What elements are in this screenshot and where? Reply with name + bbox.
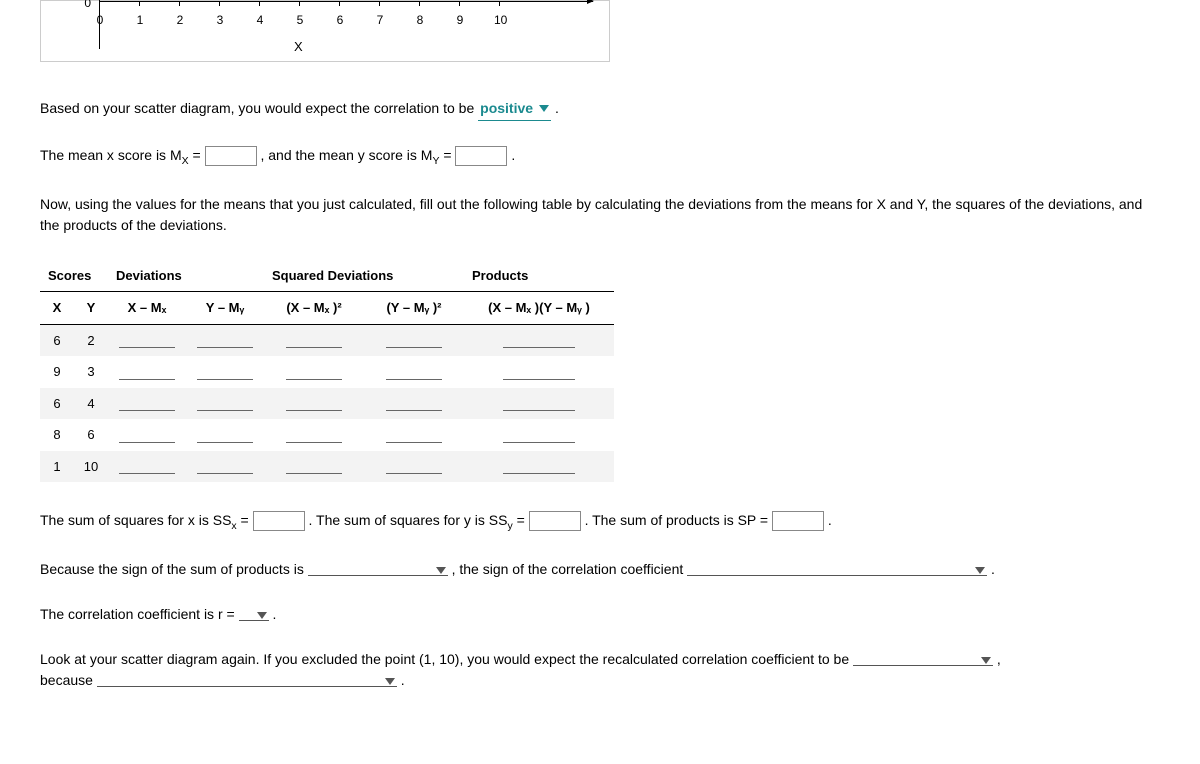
col-xmx2: (X – Mₓ )² — [264, 292, 364, 325]
cell-y: 4 — [74, 388, 108, 420]
exclude-prefix: Look at your scatter diagram again. If y… — [40, 651, 849, 667]
prod-input[interactable] — [503, 332, 575, 348]
x-axis-line — [99, 1, 593, 2]
ssy-input[interactable] — [529, 511, 581, 531]
col-y: Y — [74, 292, 108, 325]
ymy-input[interactable] — [197, 332, 253, 348]
col-ymy: Y – Mᵧ — [186, 292, 264, 325]
xmx2-input[interactable] — [286, 427, 342, 443]
period: . — [555, 100, 559, 116]
caret-down-icon — [257, 612, 267, 619]
th-scores: Scores — [40, 260, 108, 292]
table-row: 62 — [40, 324, 614, 356]
cell-x: 1 — [40, 451, 74, 483]
col-ymy2: (Y – Mᵧ )² — [364, 292, 464, 325]
exclude-direction-dropdown[interactable] — [853, 657, 993, 666]
xmx2-input[interactable] — [286, 332, 342, 348]
r-value-dropdown[interactable] — [239, 612, 269, 621]
th-products: Products — [464, 260, 614, 292]
ymy2-input[interactable] — [386, 427, 442, 443]
xmx2-input[interactable] — [286, 458, 342, 474]
prod-input[interactable] — [503, 427, 575, 443]
col-xmx: X – Mₓ — [108, 292, 186, 325]
sign-mid: , the sign of the correlation coefficien… — [452, 561, 684, 577]
xmx2-input[interactable] — [286, 395, 342, 411]
table-row: 110 — [40, 451, 614, 483]
mean-x-label: The mean x score is M — [40, 147, 182, 163]
sp-label: . The sum of products is SP = — [585, 512, 772, 528]
xmx-input[interactable] — [119, 395, 175, 411]
table-row: 64 — [40, 388, 614, 420]
ymy-input[interactable] — [197, 427, 253, 443]
caret-down-icon — [981, 657, 991, 664]
x-axis-label: X — [294, 37, 303, 57]
r-label: The correlation coefficient is r = — [40, 606, 239, 622]
prod-input[interactable] — [503, 395, 575, 411]
table-instructions: Now, using the values for the means that… — [40, 194, 1160, 236]
ymy2-input[interactable] — [386, 395, 442, 411]
cell-x: 8 — [40, 419, 74, 451]
sp-input[interactable] — [772, 511, 824, 531]
th-squared: Squared Deviations — [264, 260, 464, 292]
period: . — [511, 147, 515, 163]
sign-prefix: Because the sign of the sum of products … — [40, 561, 304, 577]
col-x: X — [40, 292, 74, 325]
ymy2-input[interactable] — [386, 332, 442, 348]
x-axis-arrow-icon — [587, 0, 594, 4]
period: . — [272, 606, 276, 622]
chart-axes: 0 0 1 2 3 4 5 6 7 8 9 10 X — [99, 1, 593, 49]
comma: , — [997, 651, 1001, 667]
mean-x-input[interactable] — [205, 146, 257, 166]
xmx-input[interactable] — [119, 332, 175, 348]
table-row: 86 — [40, 419, 614, 451]
ymy2-input[interactable] — [386, 364, 442, 380]
cell-x: 9 — [40, 356, 74, 388]
cell-x: 6 — [40, 388, 74, 420]
ssy-label: . The sum of squares for y is SS — [309, 512, 508, 528]
cell-x: 6 — [40, 324, 74, 356]
cell-y: 10 — [74, 451, 108, 483]
xmx-input[interactable] — [119, 427, 175, 443]
ssx-input[interactable] — [253, 511, 305, 531]
ssx-label: The sum of squares for x is SS — [40, 512, 231, 528]
ymy-input[interactable] — [197, 395, 253, 411]
sign-of-sp-dropdown[interactable] — [308, 567, 448, 576]
exclude-reason-dropdown[interactable] — [97, 678, 397, 687]
cell-y: 6 — [74, 419, 108, 451]
ymy2-input[interactable] — [386, 458, 442, 474]
cell-y: 3 — [74, 356, 108, 388]
deviations-table: Scores Deviations Squared Deviations Pro… — [40, 260, 614, 483]
ymy-input[interactable] — [197, 364, 253, 380]
ymy-input[interactable] — [197, 458, 253, 474]
period: . — [401, 672, 405, 688]
prod-input[interactable] — [503, 458, 575, 474]
caret-down-icon — [539, 105, 549, 112]
prod-input[interactable] — [503, 364, 575, 380]
mean-y-label: , and the mean y score is M — [260, 147, 432, 163]
col-prod: (X – Mₓ )(Y – Mᵧ ) — [464, 292, 614, 325]
y-tick-0: 0 — [84, 0, 91, 12]
period: . — [991, 561, 995, 577]
sign-of-r-dropdown[interactable] — [687, 567, 987, 576]
correlation-dropdown[interactable]: positive — [478, 98, 551, 121]
correlation-dropdown-value: positive — [480, 98, 533, 119]
caret-down-icon — [385, 678, 395, 685]
mean-y-input[interactable] — [455, 146, 507, 166]
scatter-chart-frame: 0 0 1 2 3 4 5 6 7 8 9 10 X — [40, 0, 610, 62]
xmx-input[interactable] — [119, 364, 175, 380]
table-row: 93 — [40, 356, 614, 388]
cell-y: 2 — [74, 324, 108, 356]
caret-down-icon — [975, 567, 985, 574]
period: . — [828, 512, 832, 528]
th-deviations: Deviations — [108, 260, 264, 292]
mx-subscript: X — [182, 155, 189, 167]
because-label: because — [40, 672, 93, 688]
correlation-question-text: Based on your scatter diagram, you would… — [40, 100, 474, 116]
xmx2-input[interactable] — [286, 364, 342, 380]
xmx-input[interactable] — [119, 458, 175, 474]
caret-down-icon — [436, 567, 446, 574]
